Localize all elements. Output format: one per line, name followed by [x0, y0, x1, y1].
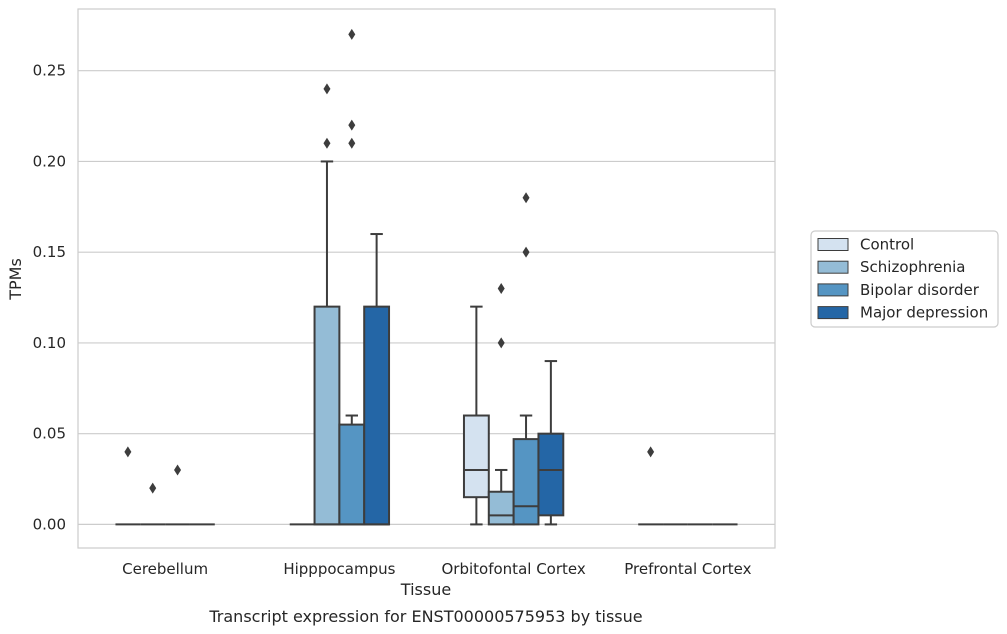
- outlier-point: [348, 137, 356, 149]
- box-body: [512, 438, 540, 526]
- box-body: [487, 490, 515, 526]
- y-tick-label: 0.25: [33, 62, 66, 80]
- box-2-0: [165, 464, 190, 526]
- legend-swatch: [817, 306, 849, 320]
- legend-swatch: [817, 238, 849, 251]
- legend-label: Schizophrenia: [860, 258, 965, 276]
- outlier-point: [497, 282, 505, 294]
- outlier-point: [124, 446, 132, 458]
- chart-caption: Transcript expression for ENST0000057595…: [208, 607, 642, 626]
- legend-frame: [810, 230, 999, 328]
- legend-label: Major depression: [860, 304, 988, 322]
- box-1-0: [140, 482, 166, 526]
- box-3-1: [363, 233, 391, 526]
- x-tick-label: Prefrontal Cortex: [624, 560, 751, 578]
- box-1-1: [313, 83, 341, 526]
- boxes: [115, 28, 738, 526]
- plot-frame: [77, 8, 776, 549]
- outlier-point: [497, 337, 505, 349]
- box-0-3: [638, 446, 664, 526]
- x-axis-label: Tissue: [400, 580, 451, 599]
- box-2-2: [512, 192, 540, 526]
- outlier-point: [522, 192, 530, 204]
- outlier-point: [348, 119, 356, 131]
- outlier-point: [522, 246, 530, 258]
- box-body: [537, 432, 565, 517]
- legend: Control Schizophrenia Bipolar disorder Majo…: [810, 230, 999, 328]
- x-tick-label: Orbitofontal Cortex: [442, 560, 586, 578]
- box-body: [338, 423, 366, 526]
- x-tick-label: Cerebellum: [122, 560, 208, 578]
- y-tick-label: 0.05: [33, 425, 66, 443]
- y-tick-labels: 0.00 0.05 0.10 0.15 0.20 0.25: [33, 62, 66, 534]
- box-body: [363, 305, 391, 526]
- legend-label: Bipolar disorder: [860, 281, 980, 299]
- outlier-point: [149, 482, 157, 494]
- legend-swatch: [817, 260, 849, 274]
- outlier-point: [323, 83, 331, 95]
- x-tick-label: Hipppocampus: [283, 560, 395, 578]
- x-tick-labels: Cerebellum Hipppocampus Orbitofontal Corte…: [122, 560, 751, 578]
- outlier-point: [647, 446, 655, 458]
- y-tick-label: 0.10: [33, 334, 66, 352]
- outlier-point: [323, 137, 331, 149]
- grid-lines: [78, 70, 775, 526]
- box-1-2: [487, 282, 515, 526]
- box-3-2: [537, 360, 565, 526]
- legend-swatch: [817, 283, 849, 297]
- box-body: [462, 414, 490, 499]
- y-tick-label: 0.00: [33, 515, 66, 533]
- box-0-0: [115, 446, 141, 526]
- y-tick-label: 0.20: [33, 152, 66, 170]
- legend-label: Control: [860, 236, 914, 254]
- y-axis-label: TPMs: [6, 258, 25, 301]
- box-2-1: [338, 28, 366, 526]
- y-tick-label: 0.15: [33, 243, 66, 261]
- outlier-point: [348, 28, 356, 40]
- outlier-point: [174, 464, 182, 476]
- box-body: [313, 305, 341, 526]
- box-0-2: [462, 305, 490, 526]
